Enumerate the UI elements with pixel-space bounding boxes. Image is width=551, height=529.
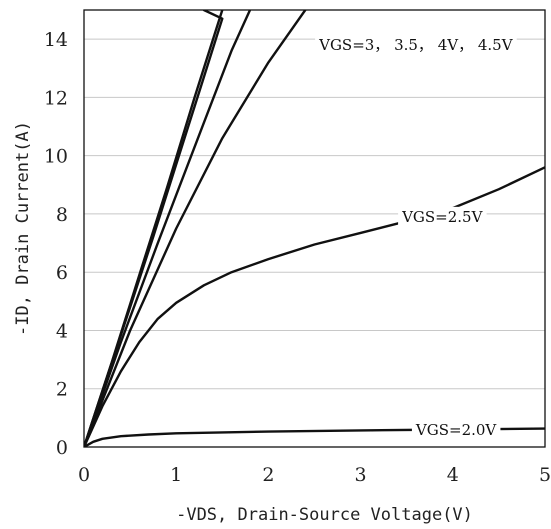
curve-label-2: VGS=2.0V (411, 420, 501, 441)
y-tick-label-2: 2 (56, 379, 68, 401)
curve-label-bg (411, 420, 501, 441)
x-tick-labels: 0 1 2 3 4 5 (78, 464, 551, 486)
y-tick-label-10: 10 (44, 146, 68, 168)
y-axis-title: -ID, Drain Current(A) (13, 121, 33, 336)
plot-frame (83, 9, 546, 448)
curve-series-2 (84, 10, 307, 447)
x-tick-label-2: 2 (262, 464, 274, 486)
curve-series-3 (84, 10, 224, 447)
curve-label-bg (398, 206, 487, 227)
y-tick-label-8: 8 (56, 204, 68, 226)
y-tick-label-6: 6 (56, 262, 68, 284)
y-tick-label-0: 0 (56, 437, 68, 459)
curves (84, 10, 545, 447)
curve-labels: VGS=3， 3.5， 4V， 4.5V VGS=2.5V VGS=2.0V (315, 34, 517, 441)
y-tick-labels: 0 2 4 6 8 10 12 14 (44, 29, 68, 459)
curve-label-bg (315, 34, 517, 55)
x-tick-label-5: 5 (539, 464, 551, 486)
y-tick-label-12: 12 (44, 87, 68, 109)
x-tick-label-0: 0 (78, 464, 90, 486)
curve-label-text: VGS=3， 3.5， 4V， 4.5V (318, 36, 514, 54)
curve-series-5 (84, 427, 545, 447)
y-tick-label-14: 14 (44, 29, 68, 51)
curve-label-0: VGS=3， 3.5， 4V， 4.5V (315, 34, 517, 55)
curve-label-text: VGS=2.5V (401, 208, 484, 226)
curve-series-1 (84, 10, 252, 447)
x-tick-label-3: 3 (355, 464, 367, 486)
x-tick-label-1: 1 (170, 464, 182, 486)
x-tick-label-4: 4 (447, 464, 459, 486)
curve-label-1: VGS=2.5V (398, 206, 487, 227)
x-axis-title: -VDS, Drain-Source Voltage(V) (176, 505, 473, 525)
y-tick-label-4: 4 (56, 320, 68, 342)
curve-label-text: VGS=2.0V (415, 421, 498, 439)
